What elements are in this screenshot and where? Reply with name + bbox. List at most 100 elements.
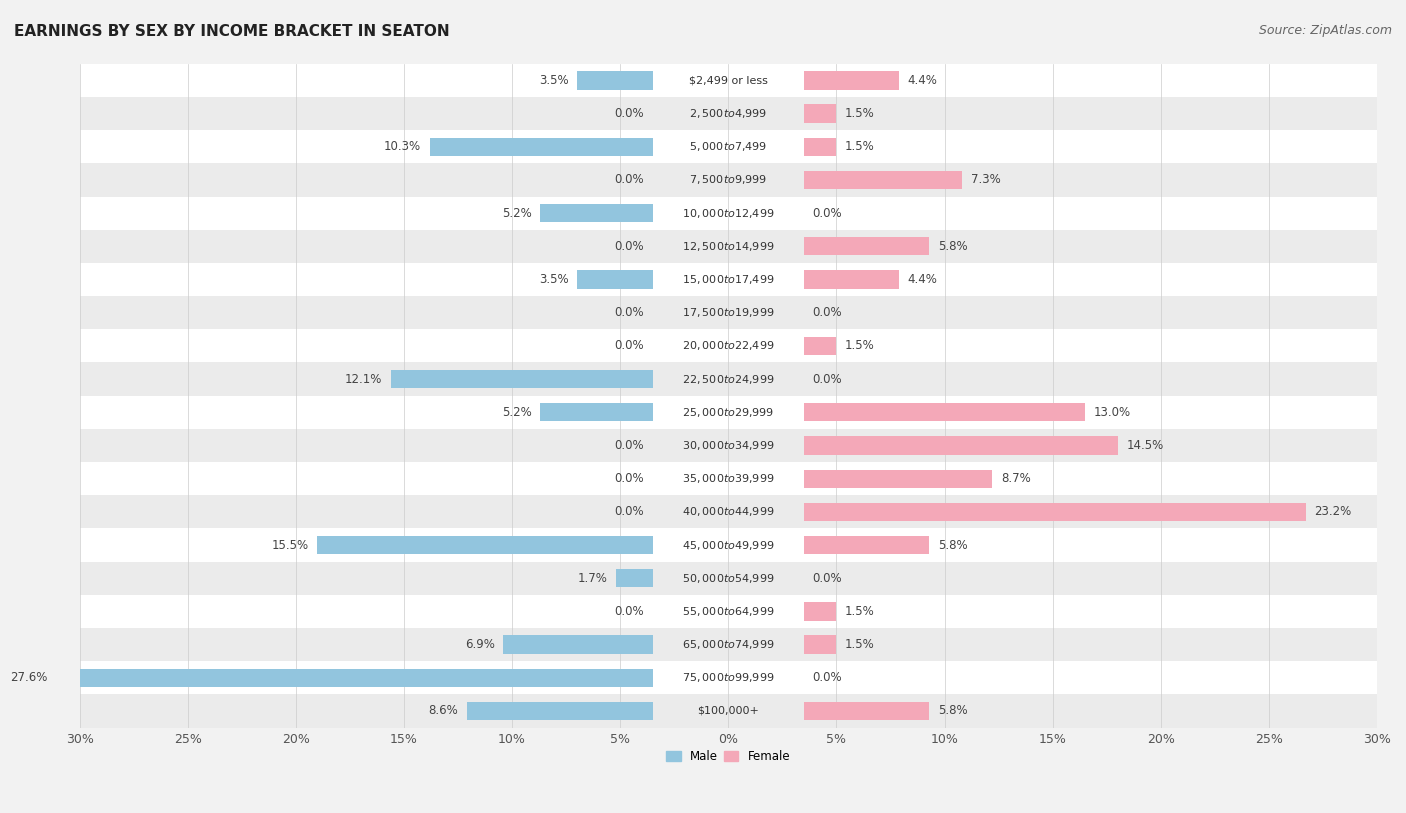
Text: $25,000 to $29,999: $25,000 to $29,999	[682, 406, 775, 419]
Text: $40,000 to $44,999: $40,000 to $44,999	[682, 506, 775, 519]
Bar	[80, 363, 1376, 396]
Text: 15.5%: 15.5%	[271, 538, 309, 551]
Bar	[80, 197, 1376, 230]
Text: 1.5%: 1.5%	[845, 638, 875, 651]
Text: 7.3%: 7.3%	[970, 173, 1000, 186]
Text: 1.5%: 1.5%	[845, 605, 875, 618]
Bar	[80, 429, 1376, 462]
Bar	[80, 97, 1376, 130]
Text: 0.0%: 0.0%	[614, 307, 644, 320]
Text: 1.7%: 1.7%	[578, 572, 607, 585]
Text: 0.0%: 0.0%	[813, 372, 842, 385]
Legend: Male, Female: Male, Female	[662, 746, 794, 768]
Text: 0.0%: 0.0%	[813, 572, 842, 585]
Bar	[80, 63, 1376, 97]
Text: 3.5%: 3.5%	[538, 74, 568, 87]
Text: 0.0%: 0.0%	[813, 207, 842, 220]
Bar	[80, 661, 1376, 694]
Bar	[80, 562, 1376, 595]
Bar	[804, 337, 837, 355]
Text: 14.5%: 14.5%	[1126, 439, 1164, 452]
Text: $20,000 to $22,499: $20,000 to $22,499	[682, 339, 775, 352]
Text: 1.5%: 1.5%	[845, 107, 875, 120]
Text: $5,000 to $7,499: $5,000 to $7,499	[689, 141, 768, 154]
Text: 1.5%: 1.5%	[845, 339, 875, 352]
Text: 0.0%: 0.0%	[614, 173, 644, 186]
Bar	[576, 271, 652, 289]
Bar	[804, 502, 1306, 521]
Text: $12,500 to $14,999: $12,500 to $14,999	[682, 240, 775, 253]
Bar	[80, 595, 1376, 628]
Text: $7,500 to $9,999: $7,500 to $9,999	[689, 173, 768, 186]
Text: $50,000 to $54,999: $50,000 to $54,999	[682, 572, 775, 585]
Bar	[80, 329, 1376, 363]
Bar	[804, 137, 837, 156]
Text: 10.3%: 10.3%	[384, 141, 422, 154]
Bar	[467, 702, 652, 720]
Bar	[804, 403, 1085, 421]
Text: $17,500 to $19,999: $17,500 to $19,999	[682, 307, 775, 320]
Text: 12.1%: 12.1%	[344, 372, 382, 385]
Text: 5.8%: 5.8%	[938, 538, 967, 551]
Text: $65,000 to $74,999: $65,000 to $74,999	[682, 638, 775, 651]
Text: $30,000 to $34,999: $30,000 to $34,999	[682, 439, 775, 452]
Bar	[430, 137, 652, 156]
Text: 8.7%: 8.7%	[1001, 472, 1031, 485]
Bar	[80, 130, 1376, 163]
Bar	[391, 370, 652, 388]
Text: 1.5%: 1.5%	[845, 141, 875, 154]
Text: 5.8%: 5.8%	[938, 705, 967, 717]
Text: 5.2%: 5.2%	[502, 406, 531, 419]
Bar	[804, 237, 929, 255]
Text: 0.0%: 0.0%	[614, 439, 644, 452]
Text: $45,000 to $49,999: $45,000 to $49,999	[682, 538, 775, 551]
Bar	[804, 602, 837, 620]
Bar	[80, 396, 1376, 429]
Text: 0.0%: 0.0%	[614, 605, 644, 618]
Text: 27.6%: 27.6%	[10, 672, 48, 685]
Text: 4.4%: 4.4%	[908, 273, 938, 286]
Bar	[804, 636, 837, 654]
Bar	[318, 536, 652, 554]
Text: $35,000 to $39,999: $35,000 to $39,999	[682, 472, 775, 485]
Bar	[80, 528, 1376, 562]
Bar	[503, 636, 652, 654]
Bar	[804, 104, 837, 123]
Text: 0.0%: 0.0%	[614, 506, 644, 519]
Bar	[80, 495, 1376, 528]
Bar	[80, 694, 1376, 728]
Text: $2,499 or less: $2,499 or less	[689, 76, 768, 85]
Text: $100,000+: $100,000+	[697, 706, 759, 716]
Text: 13.0%: 13.0%	[1094, 406, 1130, 419]
Bar	[540, 403, 652, 421]
Text: $2,500 to $4,999: $2,500 to $4,999	[689, 107, 768, 120]
Text: EARNINGS BY SEX BY INCOME BRACKET IN SEATON: EARNINGS BY SEX BY INCOME BRACKET IN SEA…	[14, 24, 450, 39]
Text: 5.8%: 5.8%	[938, 240, 967, 253]
Text: 0.0%: 0.0%	[614, 339, 644, 352]
Bar	[540, 204, 652, 222]
Bar	[804, 72, 900, 89]
Text: 0.0%: 0.0%	[813, 672, 842, 685]
Bar	[804, 702, 929, 720]
Text: $75,000 to $99,999: $75,000 to $99,999	[682, 672, 775, 685]
Bar	[80, 462, 1376, 495]
Bar	[804, 437, 1118, 454]
Text: 5.2%: 5.2%	[502, 207, 531, 220]
Text: 23.2%: 23.2%	[1315, 506, 1351, 519]
Text: $55,000 to $64,999: $55,000 to $64,999	[682, 605, 775, 618]
Text: 0.0%: 0.0%	[614, 472, 644, 485]
Bar	[80, 230, 1376, 263]
Text: 0.0%: 0.0%	[813, 307, 842, 320]
Bar	[576, 72, 652, 89]
Text: Source: ZipAtlas.com: Source: ZipAtlas.com	[1258, 24, 1392, 37]
Text: 4.4%: 4.4%	[908, 74, 938, 87]
Bar	[804, 470, 993, 488]
Text: 0.0%: 0.0%	[614, 107, 644, 120]
Bar	[80, 628, 1376, 661]
Text: 6.9%: 6.9%	[465, 638, 495, 651]
Text: $10,000 to $12,499: $10,000 to $12,499	[682, 207, 775, 220]
Bar	[80, 163, 1376, 197]
Text: 3.5%: 3.5%	[538, 273, 568, 286]
Bar	[804, 271, 900, 289]
Bar	[804, 171, 962, 189]
